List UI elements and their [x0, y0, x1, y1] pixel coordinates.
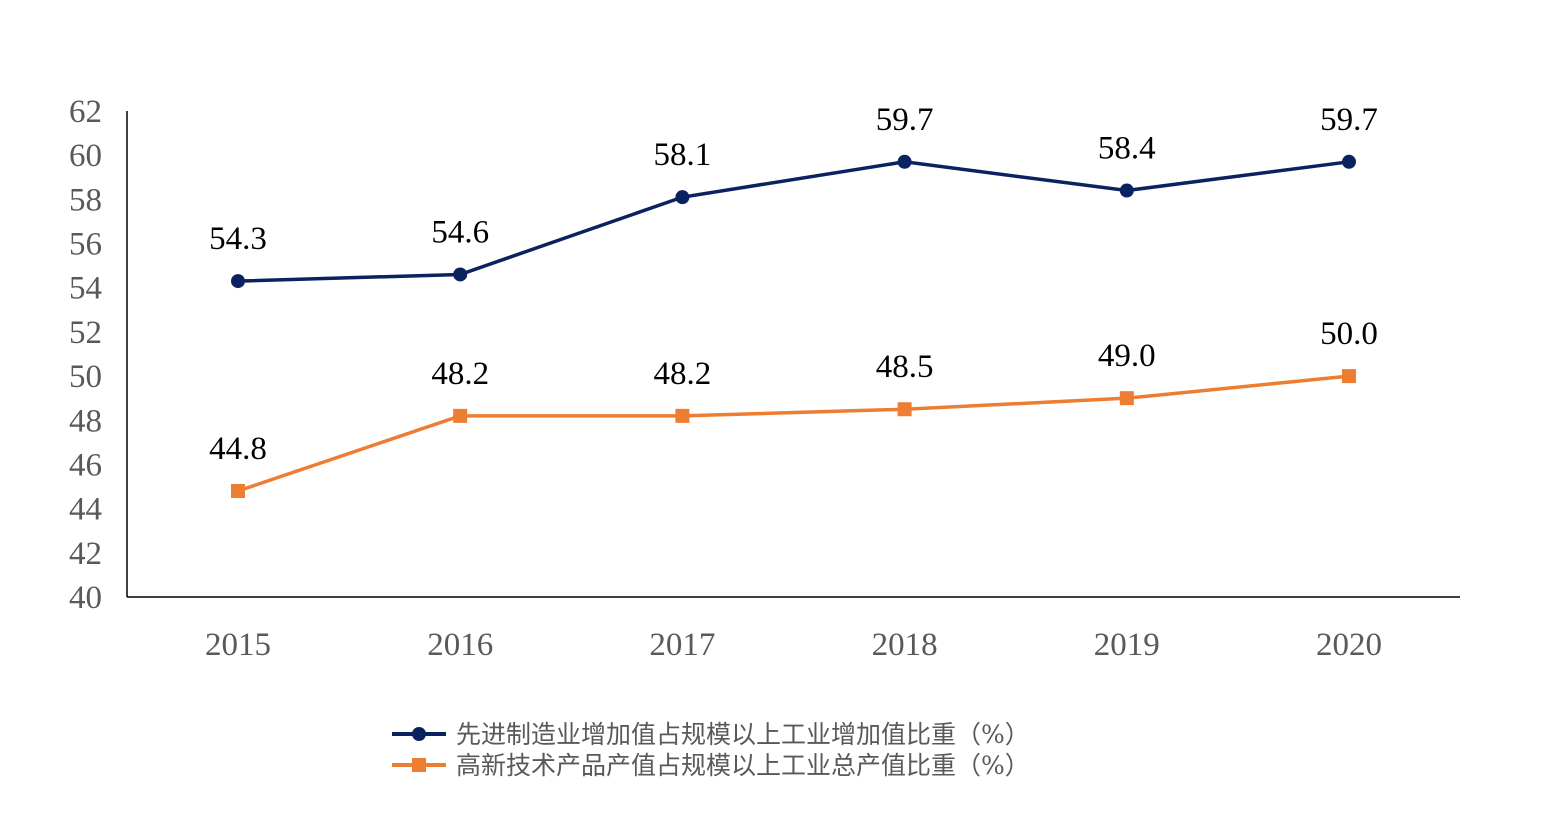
- y-tick-label: 50: [69, 359, 102, 395]
- data-label: 50.0: [1320, 316, 1378, 352]
- y-tick-label: 58: [69, 182, 102, 218]
- legend-label: 先进制造业增加值占规模以上工业增加值比重（%）: [456, 720, 1030, 749]
- y-tick-label: 62: [69, 94, 102, 130]
- data-label: 49.0: [1098, 338, 1156, 374]
- data-point: [453, 408, 468, 423]
- data-label: 48.2: [431, 356, 489, 392]
- x-tick-label: 2020: [1316, 627, 1382, 663]
- data-point: [231, 274, 245, 289]
- x-tick-label: 2019: [1094, 627, 1160, 663]
- data-label: 48.2: [654, 356, 712, 392]
- y-tick-label: 48: [69, 403, 102, 439]
- y-tick-label: 44: [69, 492, 102, 528]
- legend-label: 高新技术产品产值占规模以上工业总产值比重（%）: [456, 751, 1030, 780]
- legend-marker: [412, 727, 426, 741]
- data-label: 48.5: [876, 349, 934, 385]
- legend-marker: [412, 758, 426, 772]
- y-tick-label: 54: [69, 271, 102, 307]
- x-tick-label: 2016: [427, 627, 493, 663]
- data-point: [675, 408, 690, 423]
- series-line-2: [237, 374, 1350, 493]
- data-label: 59.7: [1320, 102, 1378, 138]
- data-label: 58.4: [1098, 131, 1156, 167]
- data-label: 44.8: [209, 431, 267, 467]
- data-point: [675, 190, 690, 205]
- series-line-1: [237, 160, 1350, 283]
- x-tick-label: 2018: [872, 627, 938, 663]
- y-tick-label: 46: [69, 447, 102, 483]
- y-tick-label: 60: [69, 138, 102, 174]
- data-label: 59.7: [876, 102, 934, 138]
- data-point: [1119, 183, 1134, 198]
- data-point: [897, 402, 912, 417]
- data-point: [1119, 391, 1134, 406]
- x-tick-label: 2015: [205, 627, 271, 663]
- data-point: [897, 154, 912, 169]
- data-label: 54.6: [431, 214, 489, 250]
- y-tick-label: 56: [69, 227, 102, 263]
- data-point: [231, 483, 245, 498]
- y-tick-label: 42: [69, 536, 102, 572]
- data-label: 58.1: [654, 137, 712, 173]
- y-tick-label: 52: [69, 315, 102, 351]
- x-tick-label: 2017: [649, 627, 715, 663]
- data-point: [1342, 154, 1356, 169]
- data-label: 54.3: [209, 221, 267, 257]
- y-tick-label: 40: [69, 580, 102, 616]
- data-point: [1342, 369, 1356, 384]
- data-point: [453, 267, 468, 282]
